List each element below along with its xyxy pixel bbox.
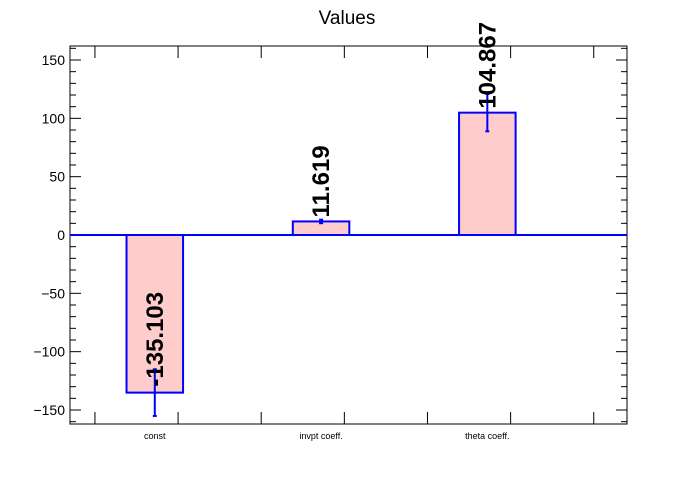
plot-area: −150 −100 −50 0 50 100 150 -135.103 const 11.619 i… [33,22,628,441]
data-label: 104.867 [474,22,501,109]
y-tick-label: −50 [41,285,65,301]
chart-title: Values [319,8,376,29]
y-tick-label: −150 [33,402,65,418]
x-tick-label: const [144,431,166,441]
bar [458,111,517,236]
y-tick-label: 150 [42,52,66,68]
y-tick-label: 100 [42,110,66,126]
bar [125,234,185,394]
x-tick-label: theta coeff. [465,431,509,441]
y-tick-label: −100 [33,344,65,360]
y-tick-label: 50 [49,169,65,185]
data-label: -135.103 [142,292,169,387]
y-tick-label: 0 [57,227,65,243]
data-label: 11.619 [308,145,335,217]
x-tick-label: invpt coeff. [299,431,342,441]
